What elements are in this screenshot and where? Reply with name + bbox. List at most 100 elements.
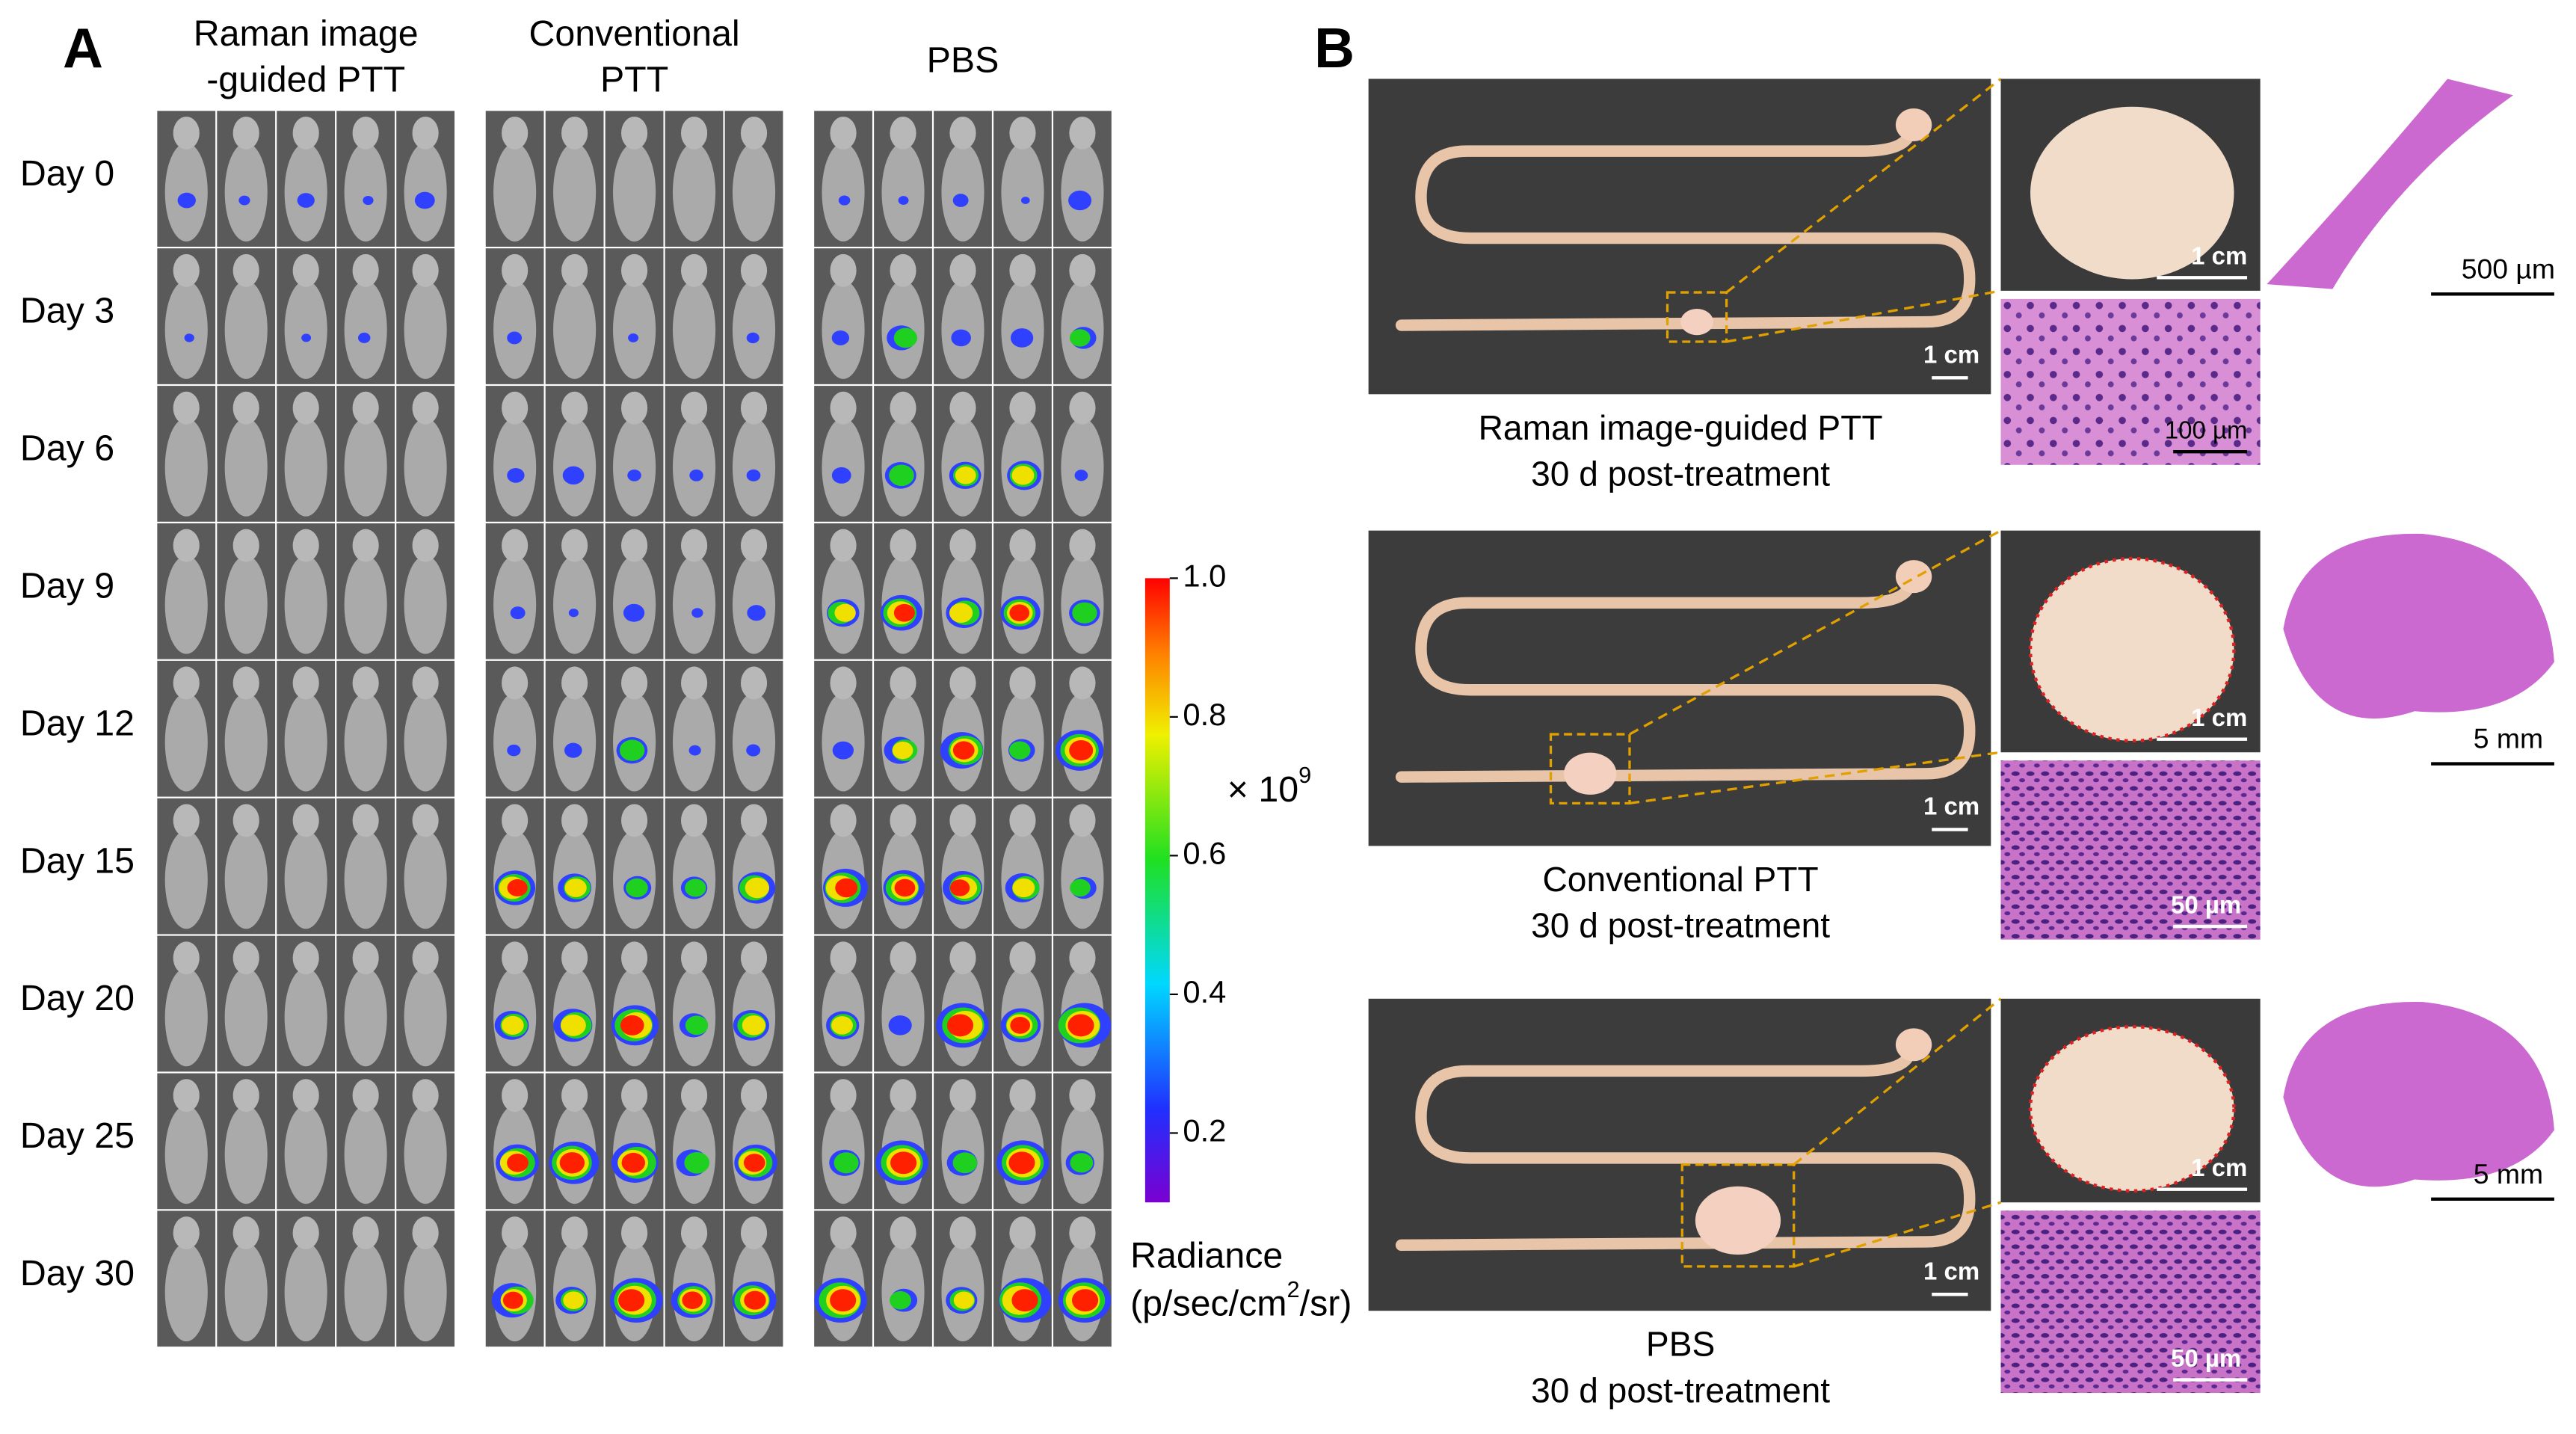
mouse-body: [344, 967, 387, 1067]
mouse-body: [672, 143, 716, 241]
mouse-head: [949, 666, 976, 700]
mouse-body: [732, 143, 776, 241]
mouse-body: [224, 692, 268, 792]
signal-blob: [832, 741, 854, 760]
mouse-head: [621, 941, 648, 975]
mouse-head: [173, 253, 200, 287]
mouse-body: [493, 280, 537, 379]
mouse-body: [344, 143, 387, 241]
mouse-head: [352, 1216, 379, 1250]
row-label: Day 25: [20, 1115, 135, 1156]
colorbar-tick-label: 0.4: [1183, 974, 1226, 1009]
mouse-head: [561, 253, 588, 287]
mouse-head: [412, 116, 439, 150]
signal-blob: [502, 1291, 523, 1309]
mouse-head: [502, 1216, 529, 1250]
signal-blob: [952, 1152, 978, 1174]
mouse-head: [292, 804, 319, 837]
scale-label: 1 cm: [2191, 242, 2247, 270]
caption: 30 d post-treatment: [1531, 454, 1830, 493]
mouse-head: [173, 116, 200, 150]
signal-blob: [1072, 602, 1097, 624]
mouse-body: [404, 830, 447, 929]
signal-blob: [621, 1152, 645, 1173]
mouse-head: [740, 1079, 768, 1113]
signal-blob: [507, 467, 525, 483]
signal-blob: [888, 1015, 912, 1036]
mouse-head: [1069, 116, 1096, 150]
zoom-line: [1629, 529, 2002, 736]
signal-blob: [1070, 878, 1091, 897]
signal-blob: [620, 1015, 644, 1036]
zoom-line: [1725, 78, 2002, 294]
mouse-head: [292, 116, 319, 150]
signal-blob: [894, 878, 916, 897]
signal-blob: [238, 195, 250, 206]
scale-label: 5 mm: [2474, 1158, 2543, 1190]
mouse-head: [352, 804, 379, 837]
mouse-body: [493, 143, 537, 241]
zoom-box: [1680, 1163, 1796, 1268]
signal-blob: [742, 1015, 766, 1036]
scale-label: 1 cm: [2191, 704, 2247, 731]
signal-blob: [177, 192, 196, 209]
mouse-head: [173, 1216, 200, 1250]
caption: 30 d post-treatment: [1531, 1370, 1830, 1409]
tumor: [1895, 108, 1932, 141]
intestine-path: [1395, 573, 1976, 783]
signal-blob: [1009, 604, 1030, 622]
mouse-body: [224, 417, 268, 517]
colorbar-unit: (p/sec/cm2/sr): [1130, 1276, 1352, 1323]
mouse-head: [412, 666, 439, 700]
mouse-body: [224, 830, 268, 929]
mouse-body: [344, 280, 387, 379]
mouse-head: [292, 529, 319, 562]
signal-blob: [892, 741, 913, 760]
unit-exponent: 2: [1287, 1276, 1300, 1302]
signal-blob: [746, 469, 761, 481]
mouse-body: [732, 692, 776, 792]
mouse-head: [621, 529, 648, 562]
mouse-body: [404, 417, 447, 517]
mouse-head: [621, 116, 648, 150]
mouse-head: [1009, 804, 1036, 837]
mouse-body: [493, 417, 537, 517]
histology: [2000, 298, 2261, 465]
mouse-body: [164, 555, 208, 654]
zoom-line: [1793, 997, 2002, 1166]
mouse-body: [284, 1105, 327, 1204]
colorbar-title: Radiance: [1130, 1236, 1283, 1276]
mouse-body: [732, 555, 776, 654]
row-label: Day 6: [20, 428, 114, 469]
mouse-head: [232, 253, 259, 287]
signal-blob: [1069, 739, 1094, 761]
scale-label: 1 cm: [2191, 1154, 2247, 1181]
signal-blob: [952, 741, 975, 760]
signal-blob: [951, 329, 971, 347]
signal-blob: [831, 1016, 853, 1035]
scale-label: 5 mm: [2474, 723, 2543, 754]
mouse-head: [1009, 1079, 1036, 1113]
mouse-head: [1069, 666, 1096, 700]
colorbar-tick-label: 0.2: [1183, 1113, 1226, 1148]
mouse-head: [232, 116, 259, 150]
signal-blob: [747, 605, 766, 621]
mouse-head: [949, 941, 976, 975]
mouse-head: [949, 253, 976, 287]
mouse-head: [412, 253, 439, 287]
mouse-head: [561, 666, 588, 700]
mouse-body: [613, 280, 656, 379]
signal-blob: [563, 1291, 585, 1310]
mouse-head: [502, 529, 529, 562]
signal-blob: [890, 1151, 917, 1175]
mouse-head: [1009, 941, 1036, 975]
mouse-head: [890, 253, 916, 287]
signal-blob: [618, 1289, 645, 1312]
mouse-body: [164, 830, 208, 929]
mouse-head: [412, 391, 439, 425]
signal-blob: [568, 609, 579, 618]
multiplier-base: × 10: [1227, 769, 1298, 810]
histology-overview: [2267, 79, 2513, 289]
mouse-head: [561, 391, 588, 425]
signal-blob: [507, 331, 523, 345]
